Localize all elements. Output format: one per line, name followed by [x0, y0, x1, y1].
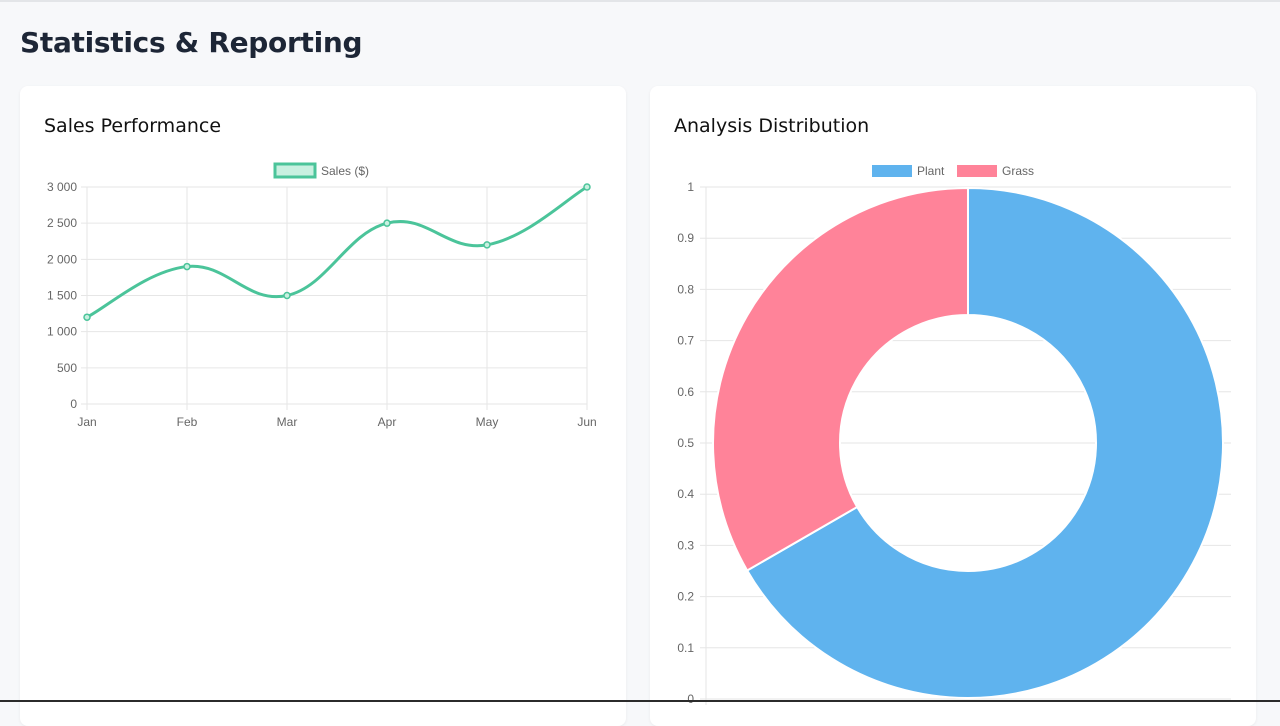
- analysis-distribution-title: Analysis Distribution: [674, 115, 870, 137]
- x-tick-label: Jan: [77, 415, 96, 429]
- y-tick-label: 2 500: [47, 216, 77, 230]
- y-tick-label: 0.5: [677, 436, 694, 450]
- analysis-distribution-card: Analysis Distribution 1 0.9 0.8 0.7 0.6 0.5 0.…: [650, 86, 1256, 726]
- legend-label-plant: Plant: [917, 164, 945, 178]
- sales-data-point: [283, 291, 291, 300]
- y-tick-label: 0.4: [677, 487, 694, 501]
- sales-data-point: [383, 219, 391, 227]
- sales-series-line: [86, 185, 588, 319]
- sales-data-point: [83, 313, 91, 321]
- doughnut-slice-grass: [712, 186, 969, 572]
- sales-data-point: [183, 262, 191, 271]
- y-tick-label: 0.8: [677, 282, 694, 296]
- y-tick-label: 500: [57, 361, 77, 375]
- sales-performance-title: Sales Performance: [44, 115, 222, 137]
- y-tick-label: 0.9: [677, 231, 694, 245]
- y-tick-label: 3 000: [47, 180, 77, 194]
- distribution-legend: Plant Grass: [872, 164, 1034, 178]
- legend-label-sales: Sales ($): [321, 164, 369, 178]
- x-tick-label: Mar: [277, 415, 298, 429]
- top-border: [0, 0, 1280, 2]
- x-tick-label: Feb: [177, 415, 198, 429]
- sales-line-chart: 0 500 1 000 1 500 2 000 2 500 3 000 Jan Feb Mar Ap…: [47, 162, 597, 429]
- y-tick-label: 0.7: [677, 334, 694, 348]
- y-tick-label: 0: [687, 692, 694, 706]
- y-tick-label: 2 000: [47, 252, 77, 266]
- x-tick-label: May: [476, 415, 499, 429]
- y-tick-label: 0.3: [677, 538, 694, 552]
- y-tick-label: 0.2: [677, 590, 694, 604]
- doughnut-slice-plant: [745, 186, 1224, 699]
- page-title: Statistics & Reporting: [20, 26, 363, 59]
- y-tick-label: 0.1: [677, 641, 694, 655]
- analysis-doughnut-chart: 1 0.9 0.8 0.7 0.6 0.5 0.4 0.3 0.2 0.1 0 Plant Grass: [677, 164, 1231, 706]
- bottom-border: [0, 700, 1280, 702]
- legend-swatch-grass: [957, 165, 997, 177]
- y-tick-label: 0: [70, 397, 77, 411]
- legend-label-grass: Grass: [1002, 164, 1034, 178]
- sales-performance-card: Sales Performance 0 500 1 000 1 500 2 000 2 5…: [20, 86, 626, 726]
- sales-data-point: [583, 183, 591, 191]
- sales-data-point: [483, 241, 491, 249]
- x-tick-label: Apr: [378, 415, 397, 429]
- y-tick-label: 1: [687, 180, 694, 194]
- sales-legend: Sales ($): [273, 162, 369, 179]
- legend-swatch-plant: [872, 165, 912, 177]
- legend-swatch-sales: [273, 162, 317, 179]
- x-tick-label: Jun: [577, 415, 596, 429]
- y-tick-label: 0.6: [677, 385, 694, 399]
- y-tick-label: 1 000: [47, 325, 77, 339]
- y-tick-label: 1 500: [47, 289, 77, 303]
